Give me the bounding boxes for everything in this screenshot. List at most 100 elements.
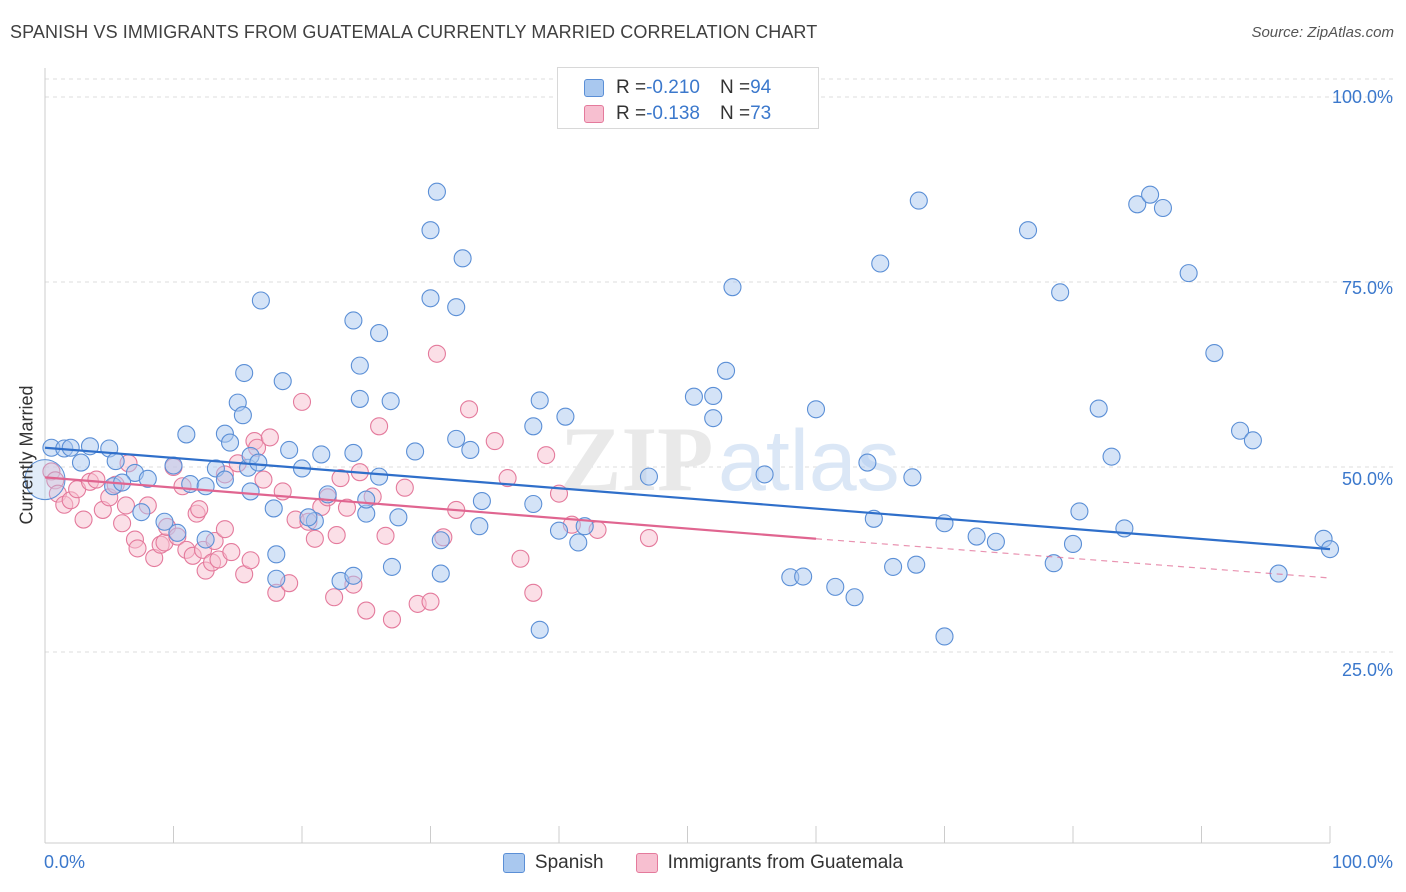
spanish-point	[909, 191, 928, 210]
spanish-point	[251, 291, 270, 310]
spanish-point	[280, 440, 299, 460]
spanish-point	[344, 566, 363, 585]
spanish-point	[299, 508, 318, 527]
guatemala-point	[421, 592, 440, 611]
spanish-point	[350, 356, 369, 375]
spanish-point	[524, 417, 543, 436]
spanish-point	[907, 555, 926, 574]
guatemala-point	[524, 583, 543, 602]
spanish-point	[967, 527, 986, 546]
spanish-point	[106, 452, 125, 471]
y-tick-label-75: 75.0%	[1341, 278, 1393, 298]
guatemala-point	[376, 526, 395, 545]
spanish-point	[935, 627, 954, 646]
guatemala-point	[292, 392, 312, 411]
spanish-point	[427, 182, 446, 201]
spanish-point	[461, 440, 480, 460]
spanish-point	[1243, 431, 1262, 450]
series-legend-swatch-guatemala	[635, 853, 658, 873]
spanish-point	[132, 503, 151, 522]
spanish-point	[1089, 399, 1108, 418]
spanish-point	[381, 392, 400, 411]
spanish-point	[684, 387, 703, 406]
spanish-point	[575, 517, 594, 536]
chart-title: SPANISH VS IMMIGRANTS FROM GUATEMALA CUR…	[10, 22, 818, 42]
guatemala-point	[128, 539, 147, 558]
trendline-guatemala	[44, 476, 817, 540]
spanish-point	[267, 569, 286, 588]
watermark-zip: ZIP	[560, 408, 713, 510]
spanish-point	[61, 438, 80, 457]
spanish-point	[524, 494, 543, 514]
spanish-point	[806, 400, 826, 419]
guatemala-point	[357, 601, 376, 620]
series-legend-spanish: Spanish	[502, 852, 604, 874]
guatemala-point	[537, 446, 556, 465]
spanish-point	[155, 512, 174, 531]
series-legend-label-spanish: Spanish	[534, 852, 604, 873]
spanish-point	[472, 491, 491, 511]
spanish-point	[704, 409, 723, 428]
guatemala-point	[305, 529, 324, 548]
spanish-point	[569, 533, 588, 552]
spanish-point	[406, 442, 425, 461]
spanish-point	[903, 468, 922, 487]
spanish-point	[350, 389, 369, 408]
source-credit: Source: ZipAtlas.com	[1251, 24, 1394, 41]
spanish-point	[233, 406, 252, 425]
x-tick-label-max: 100.0%	[1331, 852, 1393, 872]
spanish-point	[986, 532, 1005, 551]
trendlines	[44, 446, 1331, 579]
guatemala-point	[87, 470, 106, 489]
spanish-point	[1179, 264, 1198, 283]
guatemala-point	[74, 510, 93, 529]
spanish-point	[264, 499, 283, 518]
y-tick-label-25: 25.0%	[1341, 660, 1393, 680]
guatemala-point	[215, 520, 234, 539]
guatemala-point	[498, 469, 517, 488]
guatemala-point	[113, 514, 132, 533]
series-legend-guatemala: Immigrants from Guatemala	[635, 852, 904, 874]
spanish-point	[421, 221, 440, 240]
spanish-point	[196, 530, 215, 549]
guatemala-point	[370, 417, 389, 436]
trendline-spanish	[44, 446, 1331, 551]
spanish-point	[530, 620, 549, 639]
legend-r-label: R =	[616, 77, 647, 98]
spanish-point	[639, 467, 659, 486]
spanish-point	[1153, 198, 1172, 218]
spanish-point	[431, 531, 450, 550]
guatemala-point	[260, 428, 279, 447]
spanish-point	[884, 557, 903, 576]
legend-n-label: N =	[719, 103, 751, 124]
spanish-point	[794, 567, 813, 586]
series-legend-label-guatemala: Immigrants from Guatemala	[667, 852, 904, 873]
spanish-point	[168, 523, 187, 542]
spanish-point	[871, 254, 890, 273]
y-tick-label-50: 50.0%	[1341, 469, 1393, 489]
spanish-point	[138, 469, 157, 488]
correlation-legend: R = -0.210 N = 94 R = -0.138 N = 73	[557, 67, 819, 129]
spanish-point	[549, 521, 569, 540]
guatemala-point	[325, 588, 344, 607]
spanish-point	[755, 465, 774, 484]
spanish-point	[389, 508, 408, 527]
guatemala-point	[485, 432, 504, 451]
y-axis-title: Currently Married	[16, 385, 37, 525]
guatemala-point	[427, 344, 446, 363]
legend-row-spanish: R = -0.210 N = 94	[584, 76, 771, 100]
spanish-point	[370, 467, 389, 486]
spanish-point	[1018, 221, 1038, 240]
spanish-point	[530, 391, 549, 410]
spanish-point	[1205, 343, 1224, 363]
spanish-point	[704, 386, 723, 406]
spanish-point	[344, 443, 363, 462]
spanish-point	[1070, 502, 1089, 521]
spanish-point	[1128, 195, 1147, 214]
legend-n-value: 94	[750, 77, 772, 98]
spanish-point	[453, 249, 472, 268]
spanish-point	[235, 363, 254, 383]
spanish-point	[556, 407, 575, 426]
spanish-point	[177, 425, 196, 444]
spanish-point	[382, 557, 402, 576]
